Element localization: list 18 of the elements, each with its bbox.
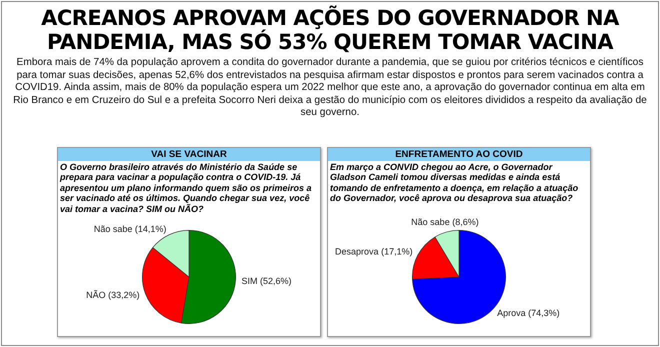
data-label: (8,6%) bbox=[452, 216, 479, 227]
data-label: (74,3%) bbox=[528, 308, 560, 318]
text: Embora mais de 74% da população aprovem a condita do governador durante a pandemia, que se guiou por critérios técnicos e científicos para tomar suas decisões, apenas 52,6% dos entrevistados na pesquisa afirmam estar dispostos e prontos para serem vacinados contra a COVID19. Ainda assim, mais de 80% da população espera um 2022 melhor que este ano, a aprovação do governador continua em alta em Rio Branco e em Cruzeiro do Sul e a prefeita Socorro Neri deixa a gestão do município com os eleitores divididos a respeito da avaliação de seu governo. bbox=[12, 57, 648, 120]
slice-label: Aprova bbox=[497, 308, 526, 318]
chart-title: VAI SE VACINAR bbox=[58, 148, 320, 161]
slice-label: Desaprova bbox=[335, 246, 379, 257]
data-label: (17,1%) bbox=[381, 246, 413, 257]
data-label: (33,2%) bbox=[108, 290, 140, 300]
slice-label: SIM bbox=[242, 276, 258, 286]
chart-subtitle: O Governo brasileiro através do Ministério da Saúde se prepara para vacinar a população contra o COVID-19. Já apresentou um plano informando quem são os primeiros a ser vacinado até os últimos. Quando chegar sua vez, você vai tomar a vacina? SIM ou NÃO? bbox=[58, 161, 313, 214]
chart-title: ENFRETAMENTO AO COVID bbox=[328, 148, 590, 161]
text: ACREANOS APROVAM AÇÕES DO GOVERNADOR NA PANDEMIA, MAS SÓ 53% QUEREM TOMAR VACINA bbox=[40, 6, 620, 54]
slice-label: Não sabe bbox=[94, 224, 132, 234]
slice-label: Não sabe bbox=[411, 216, 450, 227]
slice-label: NÃO bbox=[86, 290, 106, 300]
data-label: (52,6%) bbox=[260, 276, 292, 286]
data-label: (14,1%) bbox=[134, 224, 166, 234]
chart-subtitle: Em março a CONVID chegou ao Acre, o Governador Gladson Cameli tomou diversas medidas e ainda está tomando de enfretamento a doença, em relação a atuação do Governador, você aprova ou desaprova sua atuação? bbox=[329, 161, 580, 204]
